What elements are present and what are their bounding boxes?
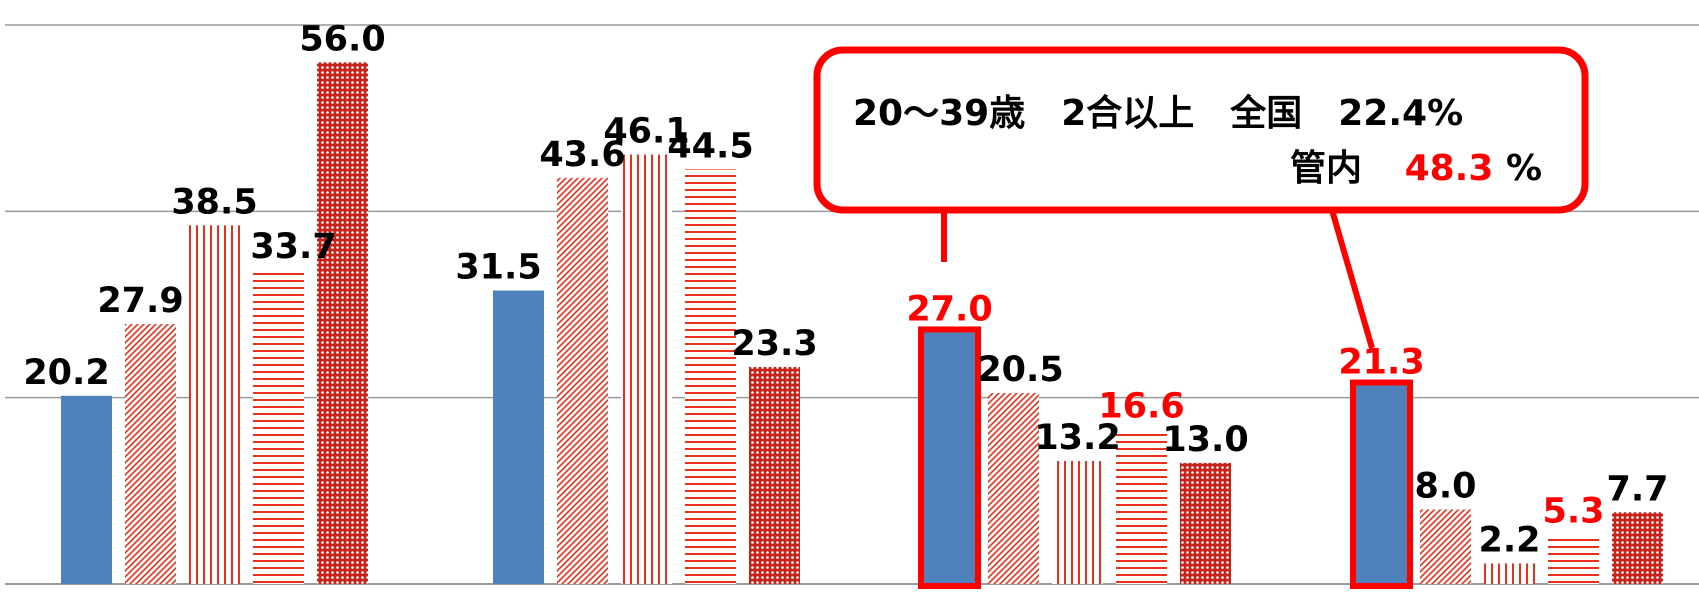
bar-highlight-g3 (918, 326, 981, 589)
bar-g2-s2 (557, 177, 608, 584)
bar-highlight-g4 (1350, 379, 1413, 589)
bar-g4-s5 (1612, 512, 1663, 584)
callout-line-2: 管内 48.3 % (1290, 148, 1542, 189)
value-labels: 20.2 27.9 38.5 33.7 56.0 31.5 43.646.144.5 23.3… (23, 19, 1668, 560)
value-label-g1-s3: 38.5 (171, 182, 257, 222)
value-label-g1-s2: 27.9 (97, 281, 183, 321)
value-label-g2-s4: 44.5 (667, 126, 753, 166)
value-label-g2-s3: 46.1 (603, 112, 689, 152)
bar-g3-s2 (988, 393, 1039, 584)
bar-g4-s2 (1420, 509, 1471, 584)
bar-g1-s4 (253, 270, 304, 584)
bar-g3-s3 (1052, 461, 1103, 584)
bar-g3-s4 (1116, 429, 1167, 584)
bar-g3-s5 (1180, 462, 1231, 584)
value-label-g2-s2: 43.6 (539, 135, 625, 175)
bar-g1-s5 (317, 62, 368, 585)
callout-line-2-label: 管内 (1290, 148, 1362, 189)
callout-line-2-value: 48.3 (1405, 148, 1494, 189)
bar-g2-s1 (493, 290, 544, 584)
callout-line-1: 20～39歳 2合以上 全国 22.4% (853, 92, 1463, 134)
bar-g1-s3 (189, 225, 240, 584)
bar-g1-s2 (125, 324, 176, 584)
bar-g4-s3 (1484, 563, 1535, 584)
value-label-g1-s5: 56.0 (299, 19, 385, 59)
bar-g2-s5 (749, 366, 800, 584)
bar-g2-s3 (621, 154, 672, 585)
bar-g4-s1 (1356, 385, 1407, 584)
bar-g3-s1 (924, 332, 975, 584)
value-label-g3-s1: 27.0 (906, 289, 992, 329)
value-label-g4-s5: 7.7 (1606, 469, 1668, 509)
bar-g4-s4 (1548, 534, 1599, 584)
value-label-g4-s3: 2.2 (1478, 521, 1540, 561)
value-label-g3-s5: 13.0 (1162, 420, 1248, 460)
value-label-g2-s5: 23.3 (731, 324, 817, 364)
value-label-g3-s3: 13.2 (1034, 418, 1120, 458)
value-label-g3-s4: 16.6 (1098, 386, 1184, 426)
callout-box (813, 46, 1589, 214)
callout: 20～39歳 2合以上 全国 22.4% 管内 48.3 % (813, 46, 1589, 349)
value-label-g4-s4: 5.3 (1542, 492, 1604, 532)
bar-g1-s1 (61, 395, 112, 584)
value-label-g1-s4: 33.7 (250, 227, 336, 267)
value-label-g1-s1: 20.2 (23, 353, 109, 393)
callout-pointer-right (1329, 209, 1375, 349)
callout-line-2-unit: % (1506, 148, 1542, 189)
value-label-g3-s2: 20.5 (977, 350, 1063, 390)
bar-g2-s4 (685, 169, 736, 585)
bars (61, 62, 1663, 589)
value-label-g2-s1: 31.5 (455, 248, 541, 288)
value-label-g4-s2: 8.0 (1414, 466, 1476, 506)
value-label-g4-s1: 21.3 (1338, 343, 1424, 383)
